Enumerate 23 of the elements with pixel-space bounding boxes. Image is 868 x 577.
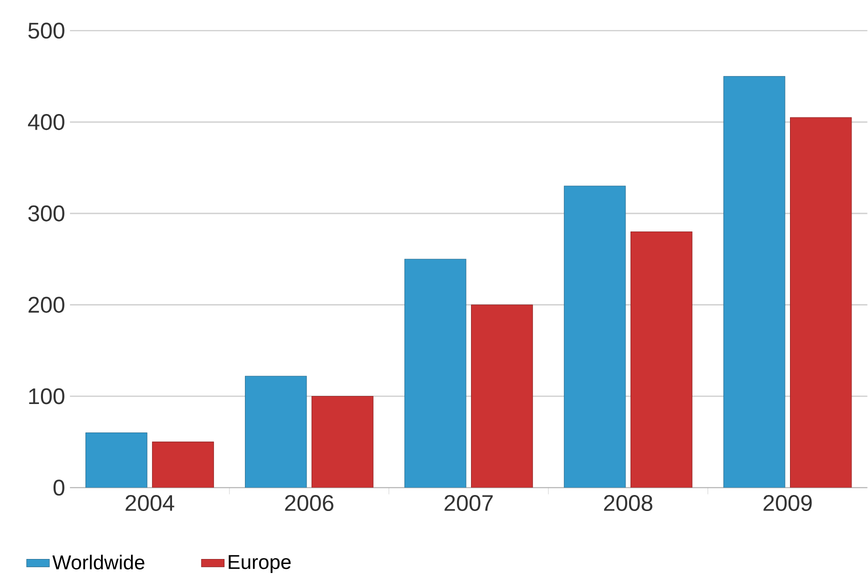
bar — [564, 186, 626, 488]
x-tick-label: 2008 — [604, 495, 652, 512]
x-tick-label: 2004 — [126, 495, 174, 512]
bar — [312, 396, 374, 488]
bar — [630, 232, 692, 488]
bar — [152, 442, 214, 488]
y-tick-label: 200 — [28, 297, 64, 314]
bar — [244, 376, 307, 488]
x-tick-label: 2009 — [764, 495, 812, 512]
bar — [85, 432, 148, 488]
legend-label: Europe — [228, 555, 291, 574]
bar — [723, 76, 786, 488]
legend-label: Worldwide — [52, 554, 144, 570]
x-tick-label: 2006 — [285, 495, 334, 512]
y-tick-label: 500 — [28, 22, 64, 39]
y-tick-label: 300 — [28, 206, 64, 222]
y-tick-label: 100 — [29, 388, 64, 404]
x-tick-label: 2007 — [444, 495, 493, 512]
bar — [790, 117, 852, 488]
y-tick-label: 0 — [54, 480, 64, 496]
y-tick-label: 400 — [28, 114, 64, 130]
bar — [404, 259, 466, 488]
bar — [471, 304, 533, 488]
